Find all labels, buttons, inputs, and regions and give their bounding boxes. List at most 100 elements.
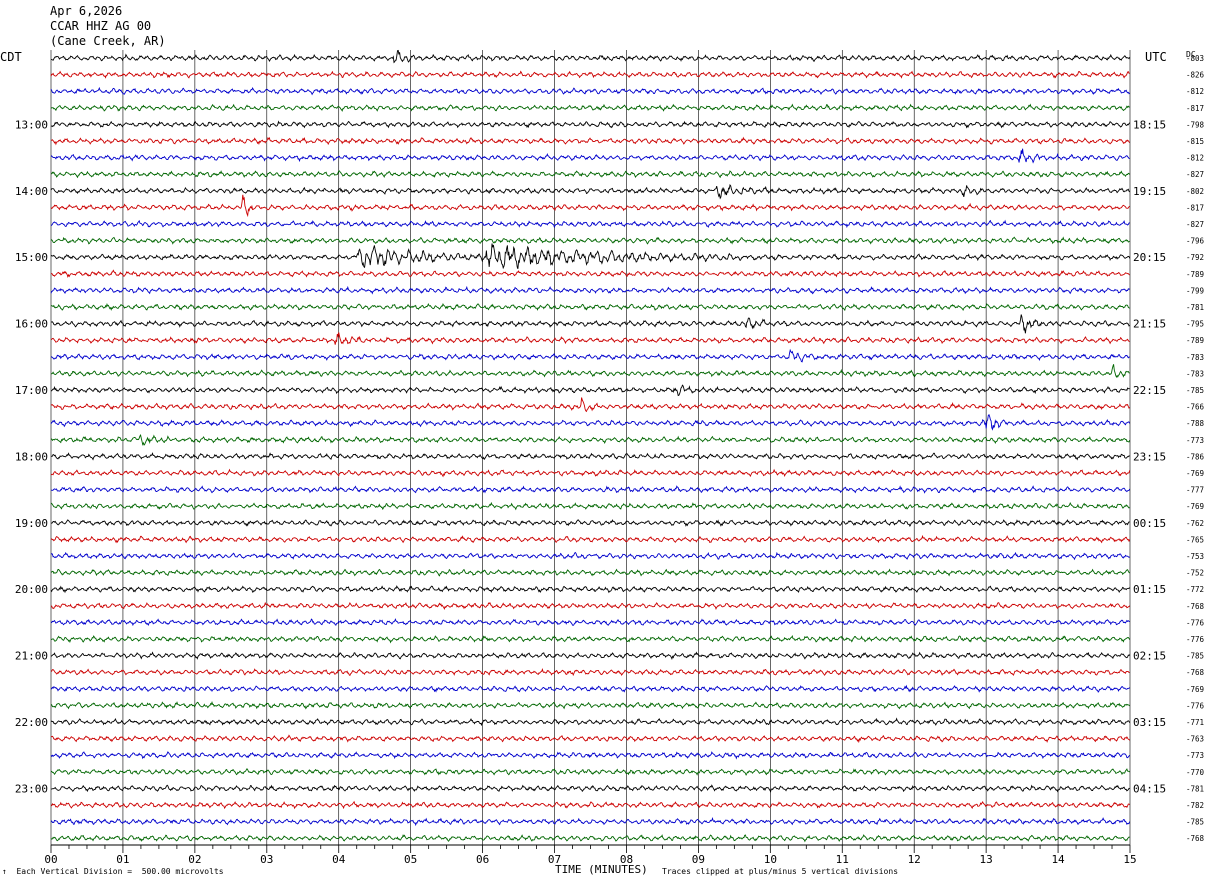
- cdt-hour-label: 20:00: [15, 583, 48, 596]
- utc-hour-label: 18:15: [1133, 118, 1166, 131]
- seismic-traces: [50, 49, 1131, 843]
- dc-offset-labels: -803 -826 -812 -817 -798 -815 -812 -827 -802 -817…: [1186, 54, 1205, 843]
- x-tick-label: 12: [908, 853, 921, 866]
- x-axis-title: TIME (MINUTES): [555, 863, 648, 876]
- trace-line: [50, 468, 1131, 478]
- trace-line: [50, 103, 1130, 112]
- x-tick-label: 03: [260, 853, 273, 866]
- trace-line: [50, 585, 1131, 594]
- trace-line: [50, 86, 1131, 96]
- trace-line: [51, 734, 1131, 744]
- scale-note: ↑ Each Vertical Division = 500.00 microv…: [2, 867, 224, 876]
- dc-offset-value: -789: [1186, 270, 1204, 279]
- trace-line: [51, 348, 1130, 363]
- x-tick-label: 02: [188, 853, 201, 866]
- dc-offset-value: -796: [1186, 237, 1205, 246]
- utc-axis-title: UTC: [1145, 50, 1167, 64]
- utc-hour-label: 00:15: [1133, 517, 1166, 530]
- dc-offset-value: -777: [1186, 486, 1204, 495]
- dc-offset-value: -827: [1186, 220, 1204, 229]
- trace-line: [50, 518, 1130, 527]
- trace-line: [50, 49, 1131, 64]
- trace-line: [50, 800, 1130, 810]
- dc-offset-value: -768: [1186, 834, 1205, 843]
- trace-line: [50, 243, 1131, 270]
- trace-line: [50, 314, 1130, 334]
- trace-line: [51, 485, 1131, 494]
- trace-line: [50, 170, 1131, 179]
- trace-line: [50, 285, 1130, 295]
- x-tick-label: 13: [980, 853, 993, 866]
- trace-line: [50, 701, 1131, 710]
- trace-line: [50, 816, 1131, 827]
- trace-line: [50, 414, 1131, 431]
- dc-offset-value: -817: [1186, 104, 1204, 113]
- utc-hour-label: 20:15: [1133, 251, 1166, 264]
- cdt-hour-label: 16:00: [15, 318, 48, 331]
- dc-offset-value: -786: [1186, 452, 1205, 461]
- trace-line: [50, 534, 1131, 544]
- dc-offset-value: -765: [1186, 535, 1204, 544]
- trace-line: [51, 384, 1130, 397]
- utc-hour-label: 22:15: [1133, 384, 1166, 397]
- time-labels: 13:00 14:00 15:00 16:00 17:00 18:00 19:00 20:00…: [15, 118, 1166, 795]
- station-code: CCAR HHZ AG 00: [50, 19, 152, 33]
- trace-line: [50, 433, 1131, 446]
- trace-line: [50, 136, 1131, 146]
- trace-line: [50, 194, 1130, 218]
- x-tick-label: 15: [1123, 853, 1136, 866]
- cdt-hour-label: 13:00: [15, 118, 48, 131]
- dc-offset-value: -766: [1186, 403, 1205, 412]
- dc-offset-value: -815: [1186, 137, 1204, 146]
- trace-line: [51, 601, 1131, 611]
- station-location: (Cane Creek, AR): [50, 34, 166, 48]
- trace-line: [50, 120, 1131, 129]
- utc-hour-label: 03:15: [1133, 716, 1166, 729]
- utc-hour-label: 23:15: [1133, 450, 1166, 463]
- cdt-hour-label: 14:00: [15, 185, 48, 198]
- scale-note-text: Each Vertical Division = 500.00 microvol…: [16, 867, 224, 876]
- cdt-hour-label: 19:00: [15, 517, 48, 530]
- trace-line: [50, 269, 1131, 279]
- dc-offset-value: -768: [1186, 602, 1205, 611]
- trace-line: [50, 501, 1130, 511]
- clip-note: Traces clipped at plus/minus 5 vertical …: [662, 867, 899, 876]
- dc-offset-value: -773: [1186, 436, 1204, 445]
- dc-offset-value: -769: [1186, 469, 1204, 478]
- record-date: Apr 6,2026: [50, 4, 123, 18]
- trace-line: [50, 70, 1130, 79]
- dc-offset-value: -799: [1186, 286, 1204, 295]
- trace-line: [50, 618, 1130, 627]
- dc-offset-value: -771: [1186, 718, 1204, 727]
- dc-offset-value: -803: [1186, 54, 1204, 63]
- dc-offset-value: -817: [1186, 203, 1204, 212]
- dc-offset-value: -752: [1186, 569, 1204, 578]
- dc-offset-value: -788: [1186, 419, 1205, 428]
- cdt-hour-label: 22:00: [15, 716, 48, 729]
- trace-line: [50, 651, 1131, 660]
- dc-offset-value: -781: [1186, 303, 1204, 312]
- cdt-hour-label: 23:00: [15, 782, 48, 795]
- dc-offset-value: -827: [1186, 170, 1204, 179]
- dc-offset-value: -772: [1186, 585, 1204, 594]
- trace-line: [50, 236, 1130, 245]
- dc-offset-value: -769: [1186, 685, 1204, 694]
- x-tick-label: 09: [692, 853, 705, 866]
- trace-line: [50, 568, 1130, 577]
- cdt-hour-label: 18:00: [15, 450, 48, 463]
- utc-hour-label: 02:15: [1133, 650, 1166, 663]
- trace-line: [50, 184, 1131, 200]
- cdt-hour-label: 17:00: [15, 384, 48, 397]
- dc-offset-value: -812: [1186, 87, 1204, 96]
- dc-offset-value: -781: [1186, 784, 1204, 793]
- dc-offset-value: -826: [1186, 71, 1205, 80]
- station-header: Apr 6,2026 CCAR HHZ AG 00 (Cane Creek, A…: [50, 4, 166, 49]
- cdt-hour-label: 15:00: [15, 251, 48, 264]
- dc-offset-value: -762: [1186, 519, 1204, 528]
- dc-offset-value: -776: [1186, 618, 1205, 627]
- dc-offset-value: -768: [1186, 668, 1205, 677]
- trace-line: [50, 302, 1130, 312]
- trace-line: [50, 551, 1130, 561]
- utc-hour-label: 01:15: [1133, 583, 1166, 596]
- trace-line: [50, 219, 1130, 229]
